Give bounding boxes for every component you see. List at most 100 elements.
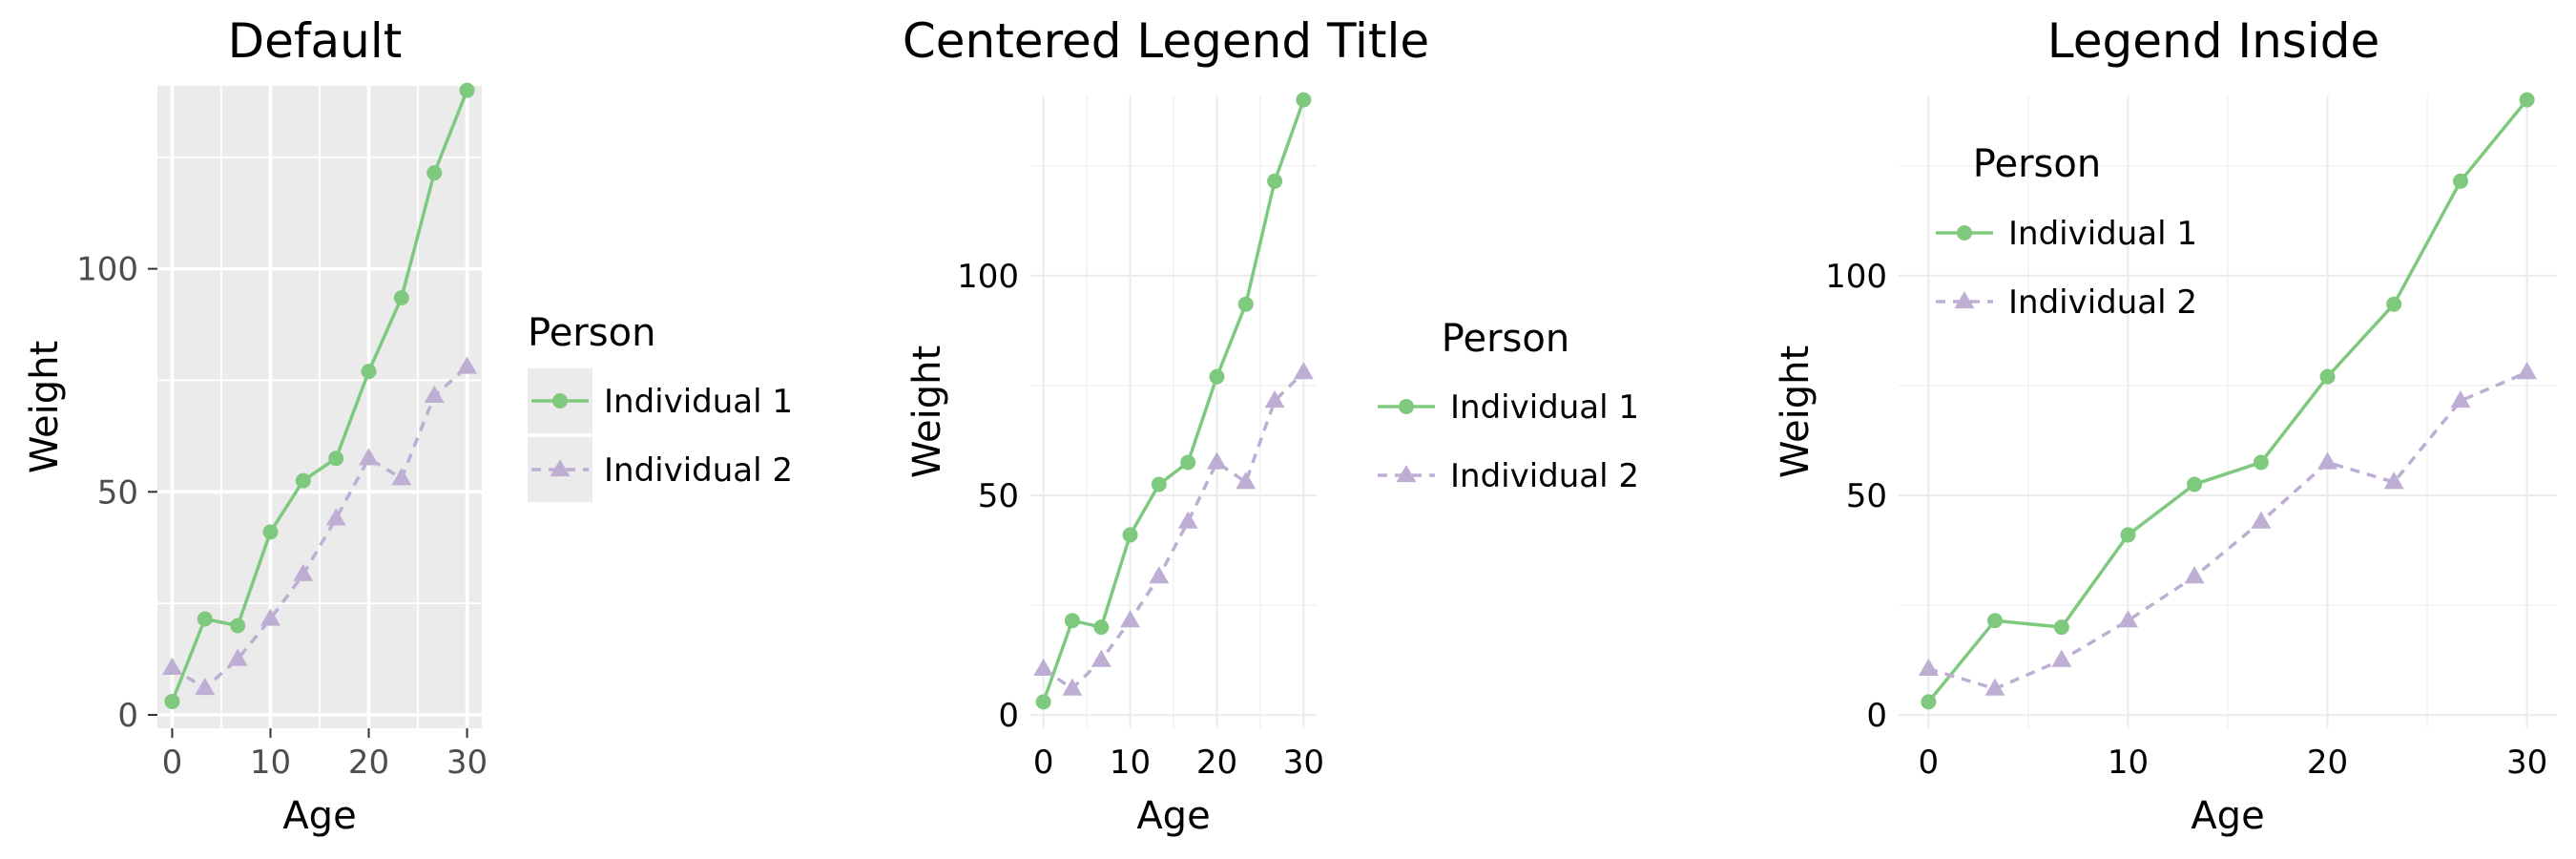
data-point-individual-1 (2120, 527, 2136, 543)
legend-key-marker-individual-1 (552, 393, 568, 409)
x-tick-label: 0 (1033, 744, 1054, 782)
legend-entry-label: Individual 2 (1450, 457, 1639, 495)
data-point-individual-1 (1986, 613, 2003, 629)
legend-entry-label: Individual 1 (604, 383, 793, 421)
data-point-individual-2 (162, 657, 182, 676)
data-point-individual-2 (260, 608, 280, 626)
y-tick-label: 100 (957, 258, 1019, 296)
data-point-individual-2 (391, 468, 412, 486)
data-point-individual-2 (1177, 511, 1198, 529)
legend-key-marker-individual-1 (1399, 399, 1414, 414)
data-point-individual-1 (361, 364, 377, 380)
y-tick-label: 100 (1825, 258, 1887, 296)
y-tick-label: 50 (1846, 477, 1887, 515)
x-tick-label: 30 (1283, 744, 1324, 782)
data-point-individual-1 (1151, 476, 1167, 492)
x-tick-label: 0 (1919, 744, 1940, 782)
chart-panel-3: 0 10 20 30 0 50 100 Legend Inside Age Weight Perso… (1774, 13, 2557, 838)
data-point-individual-2 (1984, 678, 2005, 696)
data-point-individual-2 (1149, 566, 1170, 584)
data-point-individual-2 (1264, 389, 1285, 409)
data-point-individual-2 (2118, 610, 2138, 628)
legend-entry-label: Individual 2 (2008, 283, 2197, 322)
legend-key-marker-individual-2 (1396, 465, 1417, 483)
data-point-individual-1 (262, 524, 279, 540)
data-point-individual-1 (1209, 368, 1225, 385)
data-point-individual-1 (2453, 173, 2469, 189)
data-point-individual-2 (1062, 678, 1083, 696)
data-point-individual-2 (1091, 649, 1111, 667)
data-point-individual-2 (2450, 389, 2471, 409)
data-point-individual-1 (230, 618, 246, 634)
x-tick-label: 30 (447, 744, 488, 782)
y-tick-label: 50 (978, 477, 1019, 515)
data-point-individual-1 (1267, 173, 1283, 189)
data-point-individual-1 (1296, 92, 1312, 108)
series-line-individual-2 (1927, 370, 2528, 691)
data-point-individual-1 (2319, 368, 2336, 385)
data-point-individual-1 (1035, 694, 1051, 710)
x-tick-label: 30 (2506, 744, 2547, 782)
data-point-individual-2 (195, 677, 216, 696)
x-axis-label: Age (2191, 794, 2264, 838)
data-point-individual-1 (295, 472, 311, 489)
legend-title: Person (528, 311, 655, 355)
data-point-individual-2 (293, 563, 314, 581)
data-point-individual-2 (1236, 471, 1257, 490)
series-line-individual-2 (171, 366, 468, 690)
y-axis-label: Weight (905, 346, 949, 478)
data-point-individual-1 (197, 611, 213, 627)
data-point-individual-2 (2051, 649, 2072, 667)
data-point-individual-2 (227, 648, 248, 666)
x-axis-label: Age (282, 794, 356, 838)
data-point-individual-1 (393, 289, 409, 305)
data-point-individual-1 (164, 693, 180, 709)
data-point-individual-1 (2253, 454, 2269, 471)
data-point-individual-1 (1180, 454, 1196, 471)
data-point-individual-2 (2383, 471, 2404, 490)
legend-title: Person (1442, 317, 1569, 361)
chart-title: Default (228, 13, 403, 69)
chart-title: Centered Legend Title (903, 13, 1429, 69)
data-point-individual-2 (1120, 610, 1140, 628)
chart-panel-1: 0 10 20 30 0 50 100 Default Age Weight Person Indiv… (23, 13, 793, 838)
y-tick-label: 50 (97, 473, 138, 512)
data-point-individual-2 (457, 356, 477, 374)
data-point-individual-1 (2187, 476, 2203, 492)
x-tick-label: 10 (2108, 744, 2149, 782)
x-tick-label: 10 (1110, 744, 1151, 782)
series-line-individual-1 (170, 90, 469, 702)
series-line-individual-2 (1042, 370, 1305, 691)
y-tick-label: 0 (117, 697, 138, 735)
data-point-individual-1 (2386, 296, 2402, 312)
y-axis-label: Weight (1774, 346, 1818, 478)
chart-panel-2: 0 10 20 30 0 50 100 Centered Legend Title Age Wei… (903, 13, 1639, 838)
data-point-individual-1 (1122, 527, 1138, 543)
data-point-individual-1 (1237, 296, 1254, 312)
data-point-individual-1 (1064, 613, 1080, 629)
data-point-individual-2 (1033, 658, 1054, 676)
data-point-individual-1 (2053, 619, 2069, 636)
data-point-individual-2 (424, 385, 445, 403)
data-point-individual-2 (325, 508, 346, 526)
data-point-individual-2 (2251, 511, 2272, 529)
data-point-individual-2 (2517, 362, 2538, 380)
x-tick-label: 0 (162, 744, 183, 782)
data-point-individual-2 (2184, 566, 2205, 584)
y-tick-label: 0 (998, 697, 1019, 735)
y-axis-label: Weight (23, 341, 67, 473)
legend-entry-label: Individual 1 (1450, 388, 1639, 427)
data-point-individual-2 (1293, 362, 1314, 380)
data-point-individual-2 (2317, 451, 2337, 470)
data-point-individual-2 (1207, 451, 1227, 470)
y-tick-label: 100 (76, 251, 138, 289)
legend-key-marker-individual-2 (1954, 291, 1975, 309)
data-point-individual-1 (459, 82, 475, 98)
x-tick-label: 20 (1196, 744, 1237, 782)
y-tick-label: 0 (1866, 697, 1887, 735)
legend-key-marker-individual-1 (1957, 225, 1972, 241)
data-point-individual-1 (1921, 694, 1937, 710)
data-point-individual-2 (359, 448, 379, 466)
x-axis-label: Age (1136, 794, 1210, 838)
